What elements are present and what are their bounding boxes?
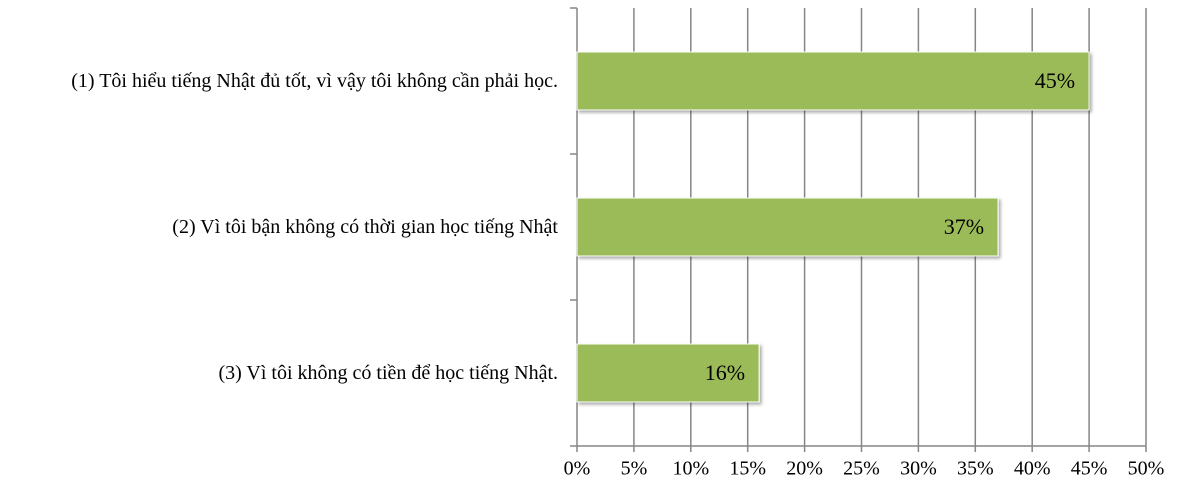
category-label: (1) Tôi hiểu tiếng Nhật đủ tốt, vì vậy t… bbox=[71, 70, 558, 92]
data-label: 16% bbox=[705, 360, 745, 385]
x-tick-label: 0% bbox=[564, 458, 591, 480]
data-label: 37% bbox=[944, 214, 984, 239]
x-tick-label: 45% bbox=[1071, 458, 1108, 480]
x-tick-label: 10% bbox=[672, 458, 709, 480]
x-tick-label: 35% bbox=[957, 458, 994, 480]
x-tick-label: 25% bbox=[843, 458, 880, 480]
x-tick-label: 20% bbox=[786, 458, 823, 480]
x-tick-label: 5% bbox=[621, 458, 648, 480]
category-label: (3) Vì tôi không có tiền để học tiếng Nh… bbox=[218, 362, 558, 384]
x-tick-label: 15% bbox=[729, 458, 766, 480]
x-tick-label: 40% bbox=[1014, 458, 1051, 480]
x-tick-label: 30% bbox=[900, 458, 937, 480]
bar bbox=[576, 197, 999, 257]
data-label: 45% bbox=[1035, 68, 1075, 93]
x-tick-label: 50% bbox=[1128, 458, 1165, 480]
bar bbox=[576, 343, 760, 403]
bar bbox=[576, 51, 1090, 111]
category-label: (2) Vì tôi bận không có thời gian học ti… bbox=[172, 216, 558, 238]
